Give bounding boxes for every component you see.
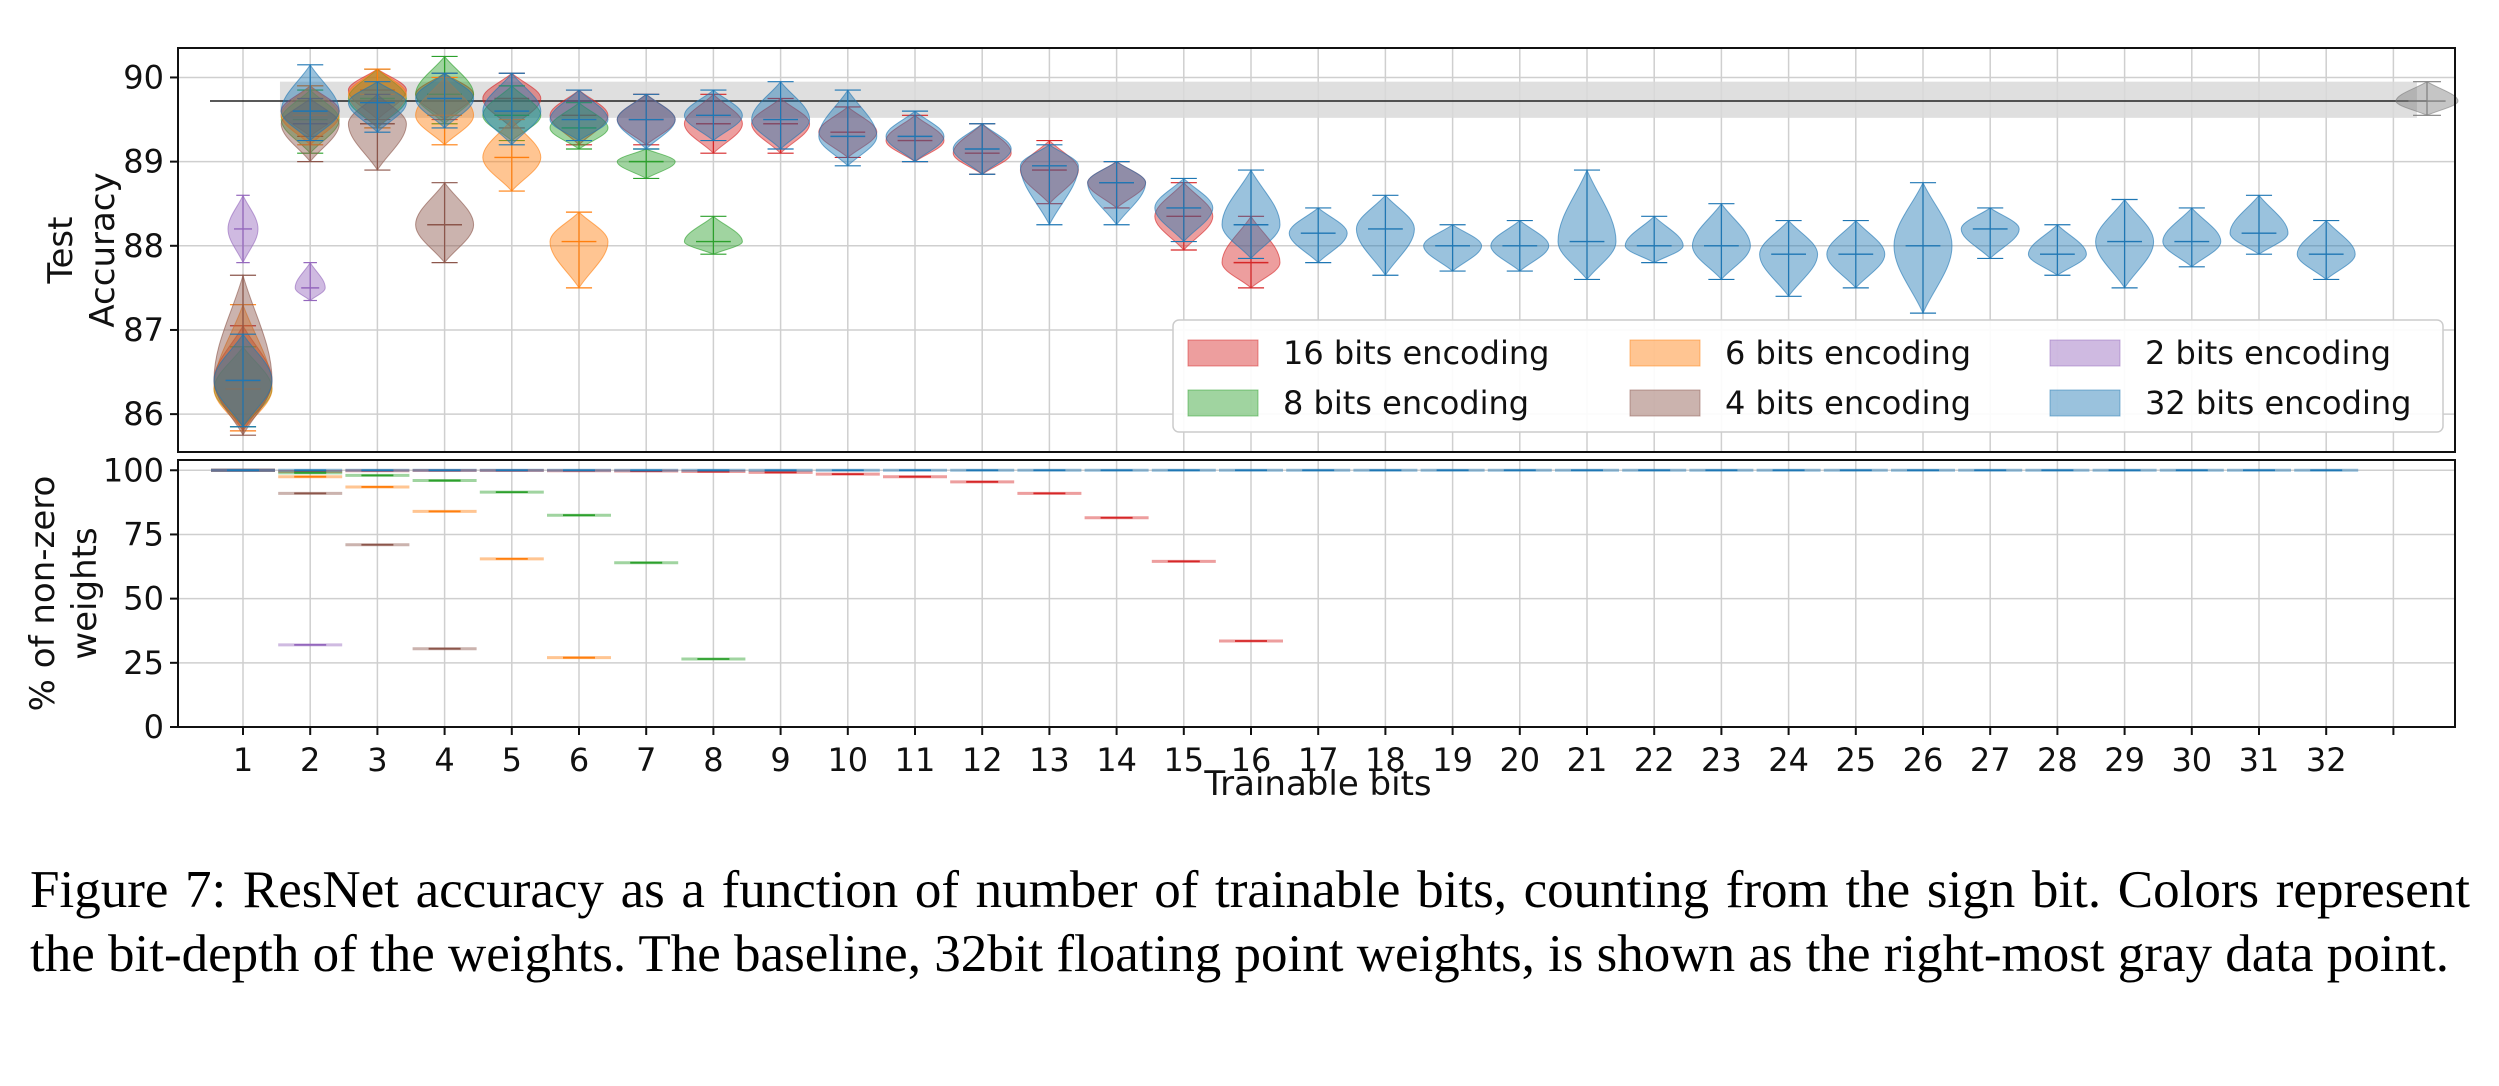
xtick-label: 8 [703, 741, 723, 779]
xtick-label: 25 [1835, 741, 1876, 779]
xtick-label: 29 [2104, 741, 2145, 779]
xtick-label: 19 [1432, 741, 1473, 779]
xtick-label: 16 [1231, 741, 1272, 779]
xtick-label: 15 [1163, 741, 1204, 779]
xtick-label: 30 [2171, 741, 2212, 779]
nonzero-ytick-label: 25 [123, 644, 164, 682]
xtick-label: 21 [1567, 741, 1608, 779]
accuracy-panel-frame [177, 47, 2456, 453]
xtick-label: 1 [233, 741, 253, 779]
nonzero-ytick-label: 100 [103, 451, 164, 489]
xtick-label: 22 [1634, 741, 1675, 779]
legend-label-4bit: 4 bits encoding [1725, 384, 1971, 422]
xtick-label: 18 [1365, 741, 1406, 779]
xtick-label: 6 [569, 741, 589, 779]
legend-swatch-32bit [2049, 389, 2121, 417]
legend-swatch-8bit [1187, 389, 1259, 417]
legend-swatch-6bit [1629, 339, 1701, 367]
xtick-label: 24 [1768, 741, 1809, 779]
figure-caption: Figure 7: ResNet accuracy as a function … [30, 861, 2470, 983]
nonzero-ytick-label: 75 [123, 515, 164, 553]
xtick-label: 26 [1903, 741, 1944, 779]
xtick-label: 4 [434, 741, 454, 779]
legend-label-32bit: 32 bits encoding [2145, 384, 2411, 422]
accuracy-ylabel-line: Accuracy [83, 172, 123, 327]
legend-swatch-16bit [1187, 339, 1259, 367]
xtick-label: 10 [827, 741, 868, 779]
xtick-label: 13 [1029, 741, 1070, 779]
legend: 16 bits encoding 6 bits encoding 2 bits en… [1172, 319, 2444, 433]
xtick-label: 23 [1701, 741, 1742, 779]
xlabel: Trainable bits [1203, 764, 1431, 804]
xtick-label: 2 [300, 741, 320, 779]
legend-label-8bit: 8 bits encoding [1283, 384, 1529, 422]
accuracy-ytick-label: 88 [123, 227, 164, 265]
xtick-label: 9 [770, 741, 790, 779]
xtick-label: 3 [367, 741, 387, 779]
accuracy-ytick-label: 90 [123, 58, 164, 96]
xtick-label: 7 [636, 741, 656, 779]
legend-swatch-4bit [1629, 389, 1701, 417]
legend-label-2bit: 2 bits encoding [2145, 334, 2391, 372]
legend-label-6bit: 6 bits encoding [1725, 334, 1971, 372]
accuracy-ytick-label: 87 [123, 311, 164, 349]
xtick-label: 27 [1970, 741, 2011, 779]
baseline-band [279, 81, 2417, 118]
legend-box [1172, 319, 2444, 433]
nonzero-ylabel-line: weights [65, 527, 105, 659]
accuracy-panel: 86 87 88 89 90 TestAccuracy [41, 47, 2459, 453]
accuracy-ytick-label: 89 [123, 143, 164, 181]
nonzero-ylabel-line: % of non-zero [23, 476, 63, 712]
nonzero-ytick-label: 50 [123, 580, 164, 618]
xtick-label: 17 [1298, 741, 1339, 779]
accuracy-ylabel: TestAccuracy [41, 172, 123, 327]
xtick-label: 14 [1096, 741, 1137, 779]
xtick-label: 32 [2306, 741, 2347, 779]
xtick-label: 12 [962, 741, 1003, 779]
accuracy-ylabel-line: Test [41, 217, 81, 285]
xtick-label: 11 [895, 741, 936, 779]
nonzero-ylabel: % of non-zeroweights [23, 476, 105, 712]
xtick-label: 28 [2037, 741, 2078, 779]
xtick-label: 31 [2239, 741, 2280, 779]
xtick-label: 20 [1499, 741, 1540, 779]
nonzero-ytick-label: 0 [144, 708, 164, 746]
nonzero-panel-frame [177, 459, 2456, 728]
accuracy-ytick-label: 86 [123, 395, 164, 433]
legend-label-16bit: 16 bits encoding [1283, 334, 1549, 372]
legend-swatch-2bit [2049, 339, 2121, 367]
xtick-label: 5 [502, 741, 522, 779]
